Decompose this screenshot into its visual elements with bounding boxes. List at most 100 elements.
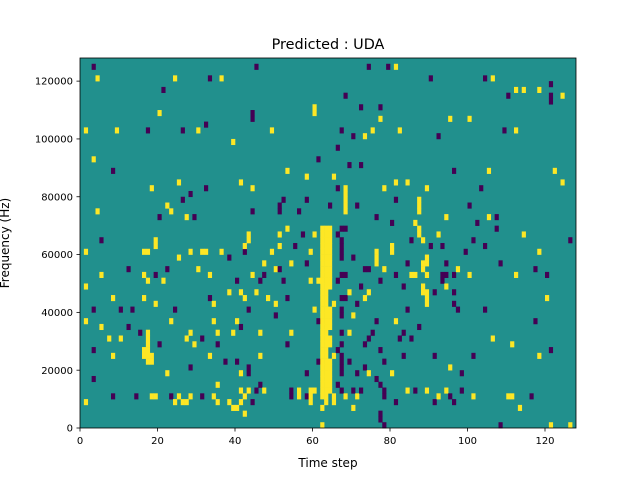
- heatmap-cell-low: [328, 202, 333, 209]
- heatmap-cell-low: [382, 358, 387, 365]
- heatmap-cell-low: [246, 306, 251, 313]
- x-tick-label: 40: [229, 436, 242, 447]
- heatmap-cell-high: [328, 283, 333, 290]
- heatmap-cell-low: [289, 387, 294, 394]
- heatmap-cell-low: [118, 306, 123, 313]
- heatmap-cell-low: [169, 393, 174, 400]
- x-axis-label: Time step: [297, 456, 357, 470]
- heatmap-cell-low: [378, 277, 383, 284]
- heatmap-cell-high: [324, 266, 329, 273]
- heatmap-cell-low: [545, 271, 550, 278]
- heatmap-cell-high: [328, 260, 333, 267]
- heatmap-cell-high: [246, 387, 251, 394]
- heatmap-cell-low: [242, 248, 247, 255]
- heatmap-cell-high: [409, 271, 414, 278]
- heatmap-cell-low: [157, 214, 162, 221]
- y-tick-label: 100000: [35, 135, 73, 146]
- heatmap-cell-high: [277, 243, 282, 250]
- heatmap-cell-high: [320, 318, 325, 325]
- heatmap-cell-low: [459, 370, 464, 377]
- heatmap-cell-high: [393, 63, 399, 70]
- heatmap-cell-high: [145, 335, 151, 342]
- heatmap-cell-high: [374, 248, 379, 255]
- heatmap-cell-high: [324, 283, 329, 290]
- heatmap-cell-high: [246, 237, 251, 244]
- heatmap-cell-low: [153, 271, 158, 278]
- heatmap-cell-low: [130, 306, 135, 313]
- heatmap-cell-low: [285, 341, 290, 348]
- heatmap-cell-low: [250, 110, 255, 117]
- heatmap-cell-low: [246, 364, 251, 371]
- heatmap-cell-low: [382, 387, 387, 394]
- heatmap-cell-high: [374, 260, 379, 267]
- heatmap-cell-high: [328, 306, 333, 313]
- heatmap-cell-low: [165, 266, 170, 273]
- heatmap-cell-high: [211, 300, 216, 307]
- heatmap-cell-high: [328, 318, 333, 325]
- heatmap-cell-low: [452, 271, 457, 278]
- heatmap-cell-high: [320, 387, 325, 394]
- heatmap-cell-low: [91, 306, 96, 313]
- heatmap-cell-high: [308, 248, 313, 255]
- heatmap-cell-low: [304, 260, 309, 267]
- heatmap-cell-high: [324, 399, 329, 406]
- heatmap-cell-low: [479, 185, 484, 192]
- heatmap-cell-high: [455, 266, 461, 273]
- x-tick-label: 100: [458, 436, 477, 447]
- heatmap-cell-low: [277, 202, 282, 209]
- heatmap-cell-high: [83, 127, 89, 134]
- heatmap-cell-high: [231, 329, 236, 336]
- heatmap-cell-low: [401, 352, 406, 359]
- heatmap-cell-low: [374, 375, 379, 383]
- heatmap-cell-high: [188, 329, 193, 336]
- heatmap-cell-high: [343, 208, 348, 215]
- heatmap-cell-high: [320, 260, 325, 267]
- heatmap-cell-high: [490, 335, 495, 342]
- heatmap-cell-high: [320, 422, 325, 429]
- heatmap-cell-low: [339, 341, 344, 348]
- heatmap-cell-low: [339, 243, 344, 250]
- heatmap-cell-high: [231, 138, 236, 146]
- heatmap-cell-high: [114, 127, 120, 134]
- heatmap-cell-low: [138, 329, 143, 336]
- heatmap-cell-high: [320, 393, 325, 400]
- heatmap-cell-high: [277, 231, 282, 238]
- heatmap-cell-high: [316, 277, 321, 284]
- heatmap-cell-low: [355, 300, 360, 307]
- heatmap-cell-high: [343, 202, 348, 209]
- heatmap-cell-low: [339, 225, 344, 232]
- heatmap-cell-high: [161, 277, 166, 284]
- heatmap-cell-high: [370, 127, 375, 134]
- heatmap-cell-high: [320, 254, 325, 261]
- heatmap-cell-high: [328, 277, 333, 284]
- heatmap-cell-high: [320, 335, 325, 342]
- heatmap-cell-high: [378, 115, 383, 122]
- heatmap-cell-low: [126, 266, 131, 273]
- heatmap-cell-high: [417, 231, 422, 238]
- heatmap-cell-high: [486, 214, 492, 221]
- heatmap-cell-high: [537, 86, 542, 93]
- heatmap-cell-high: [200, 248, 205, 255]
- y-tick-label: 20000: [41, 366, 73, 377]
- heatmap-cell-high: [424, 387, 430, 394]
- heatmap-cell-low: [405, 306, 410, 313]
- heatmap-cell-high: [312, 104, 317, 111]
- heatmap-cell-low: [428, 75, 433, 82]
- heatmap-cell-high: [273, 300, 278, 307]
- heatmap-cell-high: [324, 271, 329, 278]
- heatmap-cell-low: [548, 81, 554, 88]
- y-tick-label: 120000: [35, 77, 73, 88]
- heatmap-cell-low: [339, 312, 344, 319]
- heatmap-cell-high: [142, 352, 147, 359]
- heatmap-cell-high: [153, 300, 158, 307]
- heatmap-cell-low: [378, 381, 383, 388]
- heatmap-cell-low: [339, 364, 344, 371]
- heatmap-cell-low: [483, 306, 488, 313]
- heatmap-cell-low: [250, 399, 255, 406]
- heatmap-cell-high: [320, 347, 325, 354]
- heatmap-cell-high: [328, 364, 333, 371]
- heatmap-cell-low: [339, 329, 344, 336]
- heatmap-cell-high: [568, 422, 573, 429]
- heatmap-cell-low: [452, 300, 457, 307]
